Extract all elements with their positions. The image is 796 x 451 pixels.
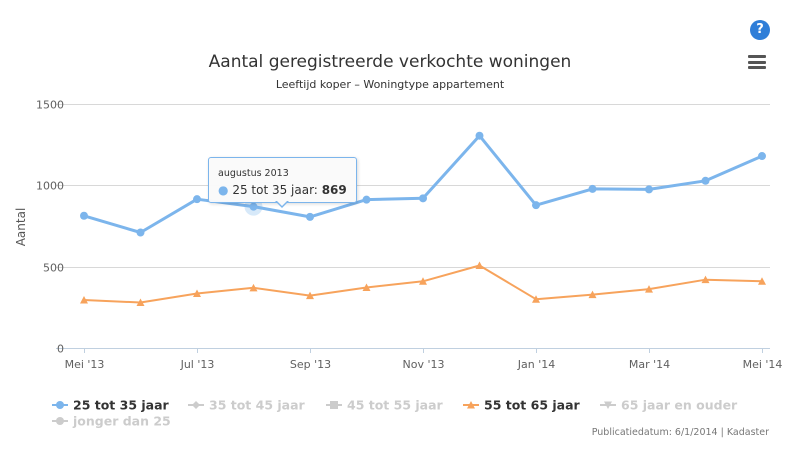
- data-point[interactable]: [249, 283, 258, 292]
- data-point[interactable]: [193, 195, 201, 204]
- data-point[interactable]: [80, 211, 88, 220]
- data-point[interactable]: [532, 201, 540, 210]
- legend-marker-icon: [56, 401, 64, 409]
- y-axis-ticks: 0 500 1000 1500: [36, 99, 64, 356]
- tooltip-series-name: 25 tot 35 jaar:: [232, 183, 318, 197]
- legend[interactable]: 25 tot 35 jaar 35 tot 45 jaar 45 tot 55 ja…: [52, 398, 738, 429]
- data-point[interactable]: [362, 195, 371, 204]
- series-25-tot-35-jaar[interactable]: [80, 131, 766, 237]
- data-point[interactable]: [419, 194, 427, 203]
- chart-subtitle: Leeftijd koper – Woningtype appartement: [276, 78, 505, 91]
- series-line: [83, 134, 763, 234]
- hamburger-menu-icon[interactable]: [748, 55, 766, 69]
- tooltip-row: ● 25 tot 35 jaar: 869: [218, 183, 347, 197]
- tooltip-pointer-inner: [276, 200, 288, 206]
- legend-marker-icon: [467, 401, 475, 409]
- y-tick-label: 1500: [36, 99, 64, 112]
- y-axis-label: Aantal: [14, 208, 28, 247]
- legend-label: 25 tot 35 jaar: [73, 398, 170, 413]
- y-tick-label: 1000: [36, 180, 64, 193]
- legend-marker-icon: [330, 401, 338, 409]
- x-tick-label: Mar '14: [629, 358, 670, 371]
- legend-label: jonger dan 25: [72, 414, 171, 429]
- data-point[interactable]: [80, 296, 88, 304]
- legend-item[interactable]: 55 tot 65 jaar: [463, 398, 581, 413]
- data-point[interactable]: [645, 185, 653, 194]
- data-point[interactable]: [475, 261, 484, 270]
- tooltip-value: 869: [321, 183, 347, 197]
- data-point[interactable]: [136, 228, 145, 237]
- data-point[interactable]: [362, 283, 371, 291]
- legend-item[interactable]: 45 tot 55 jaar: [326, 398, 444, 413]
- data-point[interactable]: [532, 295, 540, 303]
- legend-marker-icon: [604, 401, 612, 409]
- chart-title: Aantal geregistreerde verkochte woningen: [209, 52, 572, 72]
- x-tick-label: Jan '14: [517, 358, 555, 371]
- series-layer[interactable]: [80, 131, 766, 306]
- credits-text: Publicatiedatum: 6/1/2014 | Kadaster: [591, 427, 769, 438]
- legend-marker-icon: [192, 401, 200, 409]
- grid-lines: [56, 104, 770, 349]
- data-point[interactable]: [193, 289, 201, 298]
- data-point[interactable]: [588, 184, 597, 193]
- tooltip-header: augustus 2013: [218, 168, 289, 179]
- legend-label: 35 tot 45 jaar: [209, 398, 306, 413]
- y-tick-label: 0: [57, 343, 64, 356]
- series-55-tot-65-jaar[interactable]: [80, 261, 766, 306]
- data-point[interactable]: [136, 298, 145, 306]
- data-point[interactable]: [475, 131, 484, 140]
- data-point[interactable]: [249, 202, 258, 211]
- data-point[interactable]: [306, 212, 314, 221]
- legend-label: 55 tot 65 jaar: [484, 398, 581, 413]
- data-point[interactable]: [306, 291, 314, 300]
- data-point[interactable]: [588, 290, 597, 299]
- x-tick-label: Mei '14: [743, 358, 783, 371]
- legend-label: 45 tot 55 jaar: [347, 398, 444, 413]
- x-tick-label: Jul '13: [180, 358, 215, 371]
- x-tick-label: Nov '13: [403, 358, 445, 371]
- legend-item[interactable]: 35 tot 45 jaar: [188, 398, 306, 413]
- data-point[interactable]: [758, 152, 766, 161]
- x-tick-label: Sep '13: [290, 358, 331, 371]
- data-point[interactable]: [701, 176, 710, 185]
- legend-item[interactable]: jonger dan 25: [52, 414, 171, 429]
- legend-item[interactable]: 65 jaar en ouder: [600, 398, 738, 413]
- data-point[interactable]: [758, 277, 766, 285]
- tooltip: augustus 2013 ● 25 tot 35 jaar: 869: [208, 157, 357, 203]
- data-point[interactable]: [419, 277, 427, 285]
- legend-marker-icon: [56, 417, 64, 425]
- x-tick-label: Mei '13: [65, 358, 105, 371]
- y-tick-label: 500: [43, 262, 64, 275]
- data-point[interactable]: [645, 285, 653, 293]
- legend-item[interactable]: 25 tot 35 jaar: [52, 398, 170, 413]
- legend-label: 65 jaar en ouder: [621, 398, 738, 413]
- tooltip-dot-icon: ●: [218, 183, 229, 197]
- x-axis: Mei '13 Jul '13 Sep '13 Nov '13 Jan '14 Mar '…: [65, 348, 783, 371]
- data-point[interactable]: [701, 275, 710, 284]
- help-button[interactable]: ?: [750, 20, 770, 40]
